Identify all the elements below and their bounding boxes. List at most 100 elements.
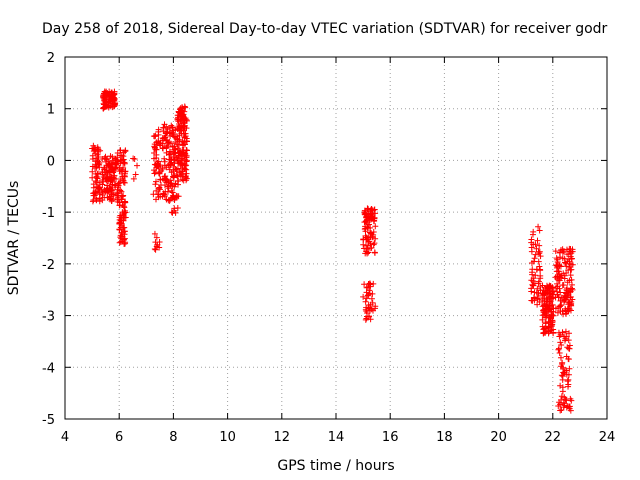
data-point <box>371 206 378 213</box>
data-point <box>170 164 177 171</box>
data-point <box>556 399 563 406</box>
data-point <box>540 326 547 333</box>
y-tick-label: 2 <box>47 51 55 66</box>
data-point <box>94 171 101 178</box>
data-point <box>562 328 569 335</box>
data-point <box>531 255 538 262</box>
data-point <box>547 314 554 321</box>
data-point <box>182 172 189 179</box>
data-point <box>159 144 166 151</box>
data-point <box>556 273 563 280</box>
data-point <box>529 281 536 288</box>
data-point <box>559 246 566 253</box>
data-point <box>529 269 536 276</box>
data-point <box>536 250 543 257</box>
data-point <box>363 236 370 243</box>
data-point <box>89 152 96 159</box>
data-point <box>159 165 166 172</box>
data-point <box>93 196 100 203</box>
data-point <box>102 188 109 195</box>
data-point <box>172 146 179 153</box>
data-point <box>180 151 187 158</box>
data-point <box>120 179 127 186</box>
data-point <box>561 368 568 375</box>
data-point <box>535 248 542 255</box>
y-axis-label: SDTVAR / TECUs <box>6 181 22 296</box>
data-point <box>568 285 575 292</box>
data-point <box>535 258 542 265</box>
data-point <box>564 251 571 258</box>
data-point <box>100 178 107 185</box>
data-point <box>118 188 125 195</box>
data-point <box>528 248 535 255</box>
data-point <box>177 123 184 130</box>
data-point <box>559 308 566 315</box>
data-point <box>164 183 171 190</box>
data-point <box>541 302 548 309</box>
data-point <box>558 301 565 308</box>
data-point <box>169 129 176 136</box>
data-point <box>181 134 188 141</box>
data-point <box>567 395 574 402</box>
data-point <box>559 388 566 395</box>
data-point <box>121 228 128 235</box>
data-point <box>566 330 573 337</box>
data-point <box>371 240 378 247</box>
data-point <box>176 160 183 167</box>
data-point <box>92 161 99 168</box>
data-point <box>155 170 162 177</box>
data-point <box>173 166 180 173</box>
data-point <box>556 249 563 256</box>
data-point <box>167 177 174 184</box>
data-point <box>533 289 540 296</box>
data-point <box>167 182 174 189</box>
data-point <box>130 175 137 182</box>
data-point <box>101 165 108 172</box>
data-point <box>166 130 173 137</box>
data-point <box>150 133 157 140</box>
data-point <box>160 124 167 131</box>
data-point <box>116 165 123 172</box>
data-point <box>370 307 377 314</box>
data-point <box>546 294 553 301</box>
data-point <box>174 135 181 142</box>
data-point <box>114 149 121 156</box>
data-point <box>94 146 101 153</box>
data-point <box>566 277 573 284</box>
x-tick-label: 20 <box>490 430 507 445</box>
data-point <box>546 283 553 290</box>
data-point <box>174 140 181 147</box>
data-point <box>368 214 375 221</box>
data-point <box>95 170 102 177</box>
data-point <box>536 242 543 249</box>
data-point <box>122 239 129 246</box>
data-point <box>108 186 115 193</box>
data-point <box>174 204 181 211</box>
data-point <box>162 132 169 139</box>
data-point <box>172 181 179 188</box>
data-point <box>559 376 566 383</box>
data-point <box>530 241 537 248</box>
data-point <box>99 181 106 188</box>
data-point <box>120 203 127 210</box>
data-point <box>558 360 565 367</box>
data-point <box>566 405 573 412</box>
data-point <box>165 139 172 146</box>
data-point <box>111 165 118 172</box>
data-point <box>567 272 574 279</box>
x-tick-label: 14 <box>328 430 345 445</box>
data-point <box>564 344 571 351</box>
data-point <box>533 245 540 252</box>
data-point <box>557 354 564 361</box>
data-point <box>528 259 535 266</box>
data-point <box>536 227 543 234</box>
data-point <box>565 356 572 363</box>
data-point <box>528 285 535 292</box>
data-point <box>362 232 369 239</box>
y-tick-label: -3 <box>42 310 55 325</box>
data-point <box>121 204 128 211</box>
data-point <box>568 250 575 257</box>
data-point <box>541 295 548 302</box>
data-point <box>122 148 129 155</box>
data-point <box>561 272 568 279</box>
